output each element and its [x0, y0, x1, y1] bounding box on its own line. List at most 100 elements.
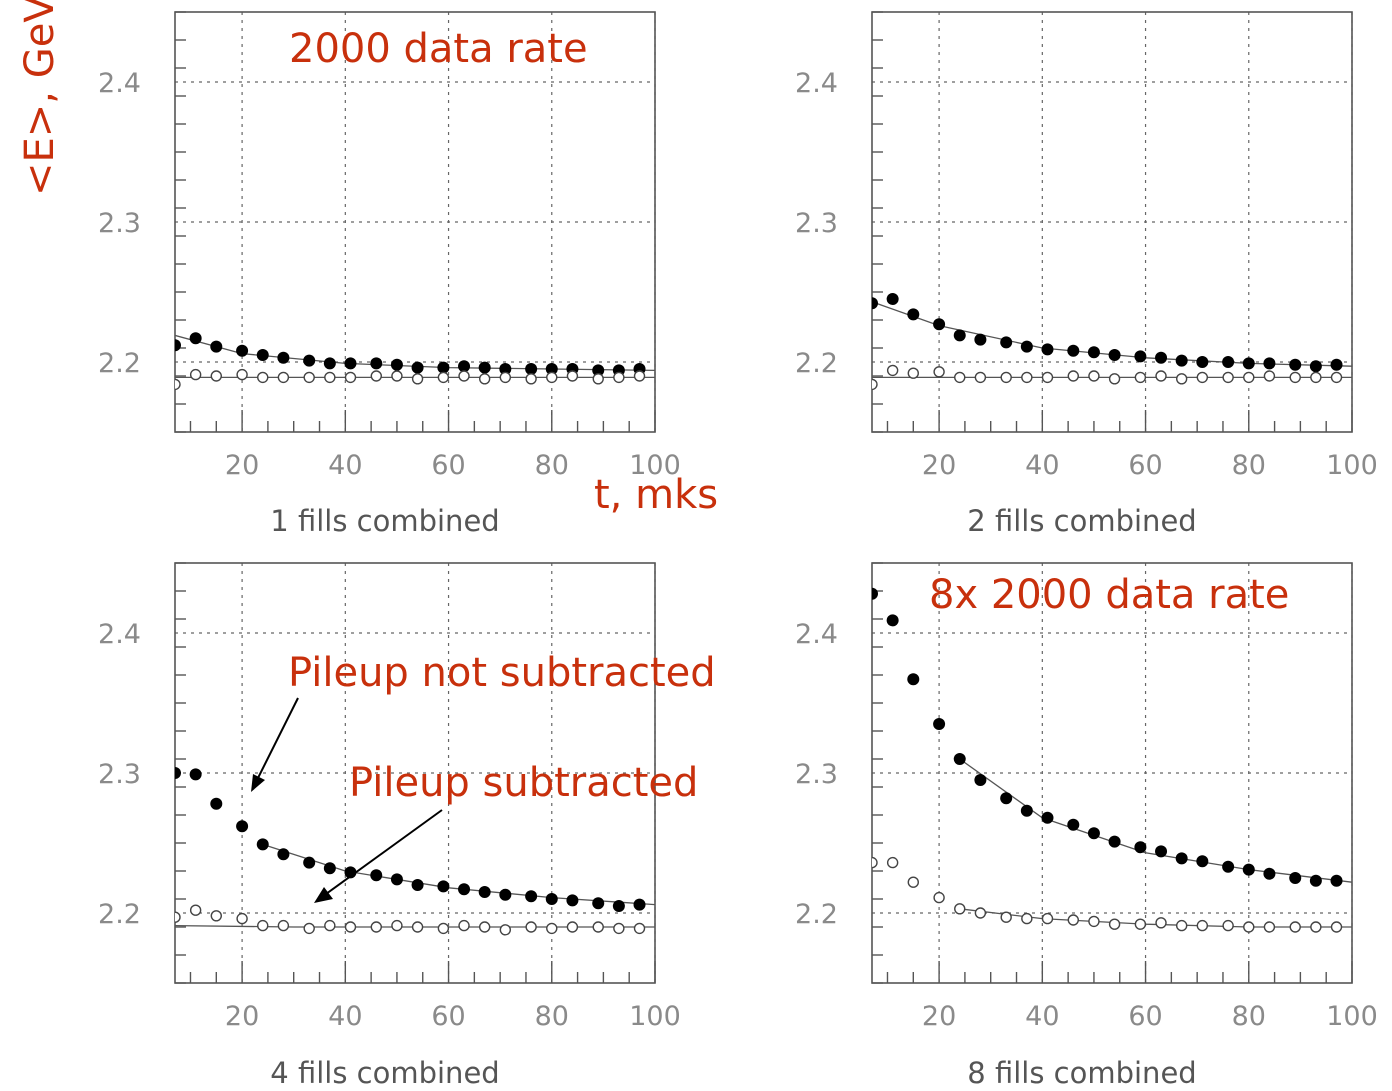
data-point-pileup-subtracted [907, 367, 919, 379]
data-point-pileup-subtracted [1021, 371, 1033, 384]
x-tick-label: 80 [535, 1001, 569, 1032]
data-point-pileup-not-subtracted [886, 614, 899, 627]
data-point-pileup-not-subtracted [592, 364, 605, 377]
data-point-pileup-not-subtracted [277, 848, 290, 861]
data-point-pileup-subtracted [1041, 912, 1054, 925]
y-tick-label: 2.4 [795, 68, 838, 99]
data-point-pileup-not-subtracted [1196, 855, 1209, 868]
pileup-not-subtracted-label: Pileup not subtracted [288, 650, 716, 696]
data-point-pileup-subtracted [1134, 918, 1147, 930]
panel-caption: 8 fills combined [967, 1056, 1196, 1090]
data-point-pileup-subtracted [1330, 921, 1343, 933]
data-point-pileup-not-subtracted [1263, 357, 1276, 370]
data-point-pileup-not-subtracted [1108, 835, 1121, 848]
data-point-pileup-not-subtracted [1000, 336, 1013, 349]
data-point-pileup-not-subtracted [933, 718, 946, 730]
data-point-pileup-subtracted [175, 911, 181, 923]
data-layer [175, 767, 655, 936]
data-point-pileup-not-subtracted [1222, 860, 1235, 873]
data-point-pileup-subtracted [974, 371, 987, 384]
data-point-pileup-not-subtracted [1020, 340, 1033, 353]
data-point-pileup-not-subtracted [390, 358, 403, 371]
pileup-subtracted-label: Pileup subtracted [349, 760, 698, 806]
data-point-pileup-not-subtracted [411, 361, 424, 374]
panel-8-fills: 20 40 60 80 100 2.2 2.3 2.4 8 fills combined [795, 562, 1378, 1090]
panel-caption: 2 fills combined [967, 504, 1196, 538]
data-point-pileup-not-subtracted [411, 879, 424, 891]
data-point-pileup-not-subtracted [323, 862, 336, 875]
data-point-pileup-not-subtracted [545, 363, 558, 375]
data-point-pileup-not-subtracted [1175, 354, 1188, 367]
data-point-pileup-not-subtracted [370, 869, 383, 882]
data-point-pileup-subtracted [1067, 370, 1079, 382]
data-point-pileup-not-subtracted [437, 361, 450, 374]
data-point-pileup-not-subtracted [1289, 358, 1302, 371]
data-point-pileup-not-subtracted [210, 797, 223, 810]
data-point-pileup-not-subtracted [525, 363, 538, 375]
data-point-pileup-subtracted [1155, 917, 1167, 929]
x-tick-label: 100 [629, 1001, 681, 1032]
data-point-pileup-subtracted [478, 373, 491, 385]
data-point-pileup-not-subtracted [1330, 874, 1343, 887]
data-point-pileup-subtracted [499, 924, 512, 936]
y-tick-label: 2.2 [795, 348, 838, 379]
data-point-pileup-not-subtracted [1041, 343, 1054, 356]
data-point-pileup-subtracted [886, 856, 899, 869]
data-point-pileup-subtracted [1196, 371, 1209, 384]
data-point-pileup-subtracted [954, 371, 966, 384]
data-point-pileup-subtracted [592, 373, 604, 385]
data-point-pileup-subtracted [411, 921, 424, 933]
data-point-pileup-not-subtracted [953, 329, 966, 342]
x-tick-label: 100 [1326, 450, 1378, 481]
rate-label-top: 2000 data rate [289, 26, 588, 72]
data-point-pileup-not-subtracted [1263, 867, 1276, 880]
data-point-pileup-subtracted [1175, 373, 1188, 385]
data-point-pileup-not-subtracted [499, 363, 512, 375]
x-tick-label: 80 [1232, 1001, 1266, 1032]
data-point-pileup-subtracted [324, 919, 336, 932]
data-point-pileup-subtracted [370, 921, 382, 933]
data-point-pileup-subtracted [1243, 371, 1255, 384]
data-point-pileup-not-subtracted [974, 333, 987, 346]
data-point-pileup-subtracted [499, 371, 512, 384]
data-point-pileup-subtracted [437, 371, 450, 384]
data-point-pileup-subtracted [954, 903, 966, 915]
data-point-pileup-not-subtracted [458, 883, 471, 896]
rate-label-bottom: 8x 2000 data rate [929, 572, 1289, 618]
y-tick-label: 2.3 [795, 759, 838, 790]
data-point-pileup-not-subtracted [1242, 357, 1255, 370]
x-tick-label: 40 [1025, 1001, 1059, 1032]
data-point-pileup-not-subtracted [175, 339, 181, 352]
x-tick-label: 40 [328, 450, 362, 481]
data-point-pileup-subtracted [1222, 919, 1234, 932]
data-point-pileup-subtracted [566, 370, 579, 382]
data-point-pileup-subtracted [1021, 912, 1033, 925]
data-point-pileup-subtracted [1196, 919, 1209, 932]
data-point-pileup-not-subtracted [1067, 818, 1080, 831]
data-point-pileup-not-subtracted [478, 361, 491, 374]
data-point-pileup-not-subtracted [1134, 350, 1147, 363]
data-point-pileup-subtracted [370, 370, 382, 382]
panel-caption: 1 fills combined [270, 504, 499, 538]
data-point-pileup-not-subtracted [1155, 351, 1168, 364]
data-point-pileup-not-subtracted [1222, 356, 1235, 368]
data-point-pileup-not-subtracted [256, 349, 269, 361]
data-point-pileup-subtracted [1088, 370, 1100, 382]
y-tick-label: 2.2 [795, 899, 838, 930]
data-point-pileup-subtracted [525, 373, 537, 385]
data-point-pileup-not-subtracted [1108, 349, 1121, 361]
x-tick-label: 40 [328, 1001, 362, 1032]
y-tick-label: 2.2 [98, 348, 141, 379]
data-point-pileup-not-subtracted [933, 318, 946, 331]
xlabel: t, mks [594, 472, 718, 518]
data-point-pileup-not-subtracted [592, 897, 605, 910]
x-tick-label: 60 [1128, 1001, 1162, 1032]
data-point-pileup-not-subtracted [1196, 356, 1209, 368]
data-point-pileup-not-subtracted [277, 351, 290, 364]
panel-1-fills: 20 40 60 80 100 2.2 2.3 2.4 1 fills combined [98, 11, 681, 538]
data-point-pileup-subtracted [907, 876, 919, 888]
data-point-pileup-not-subtracted [1041, 811, 1054, 824]
y-tick-label: 2.4 [98, 68, 141, 99]
data-point-pileup-not-subtracted [236, 344, 249, 357]
